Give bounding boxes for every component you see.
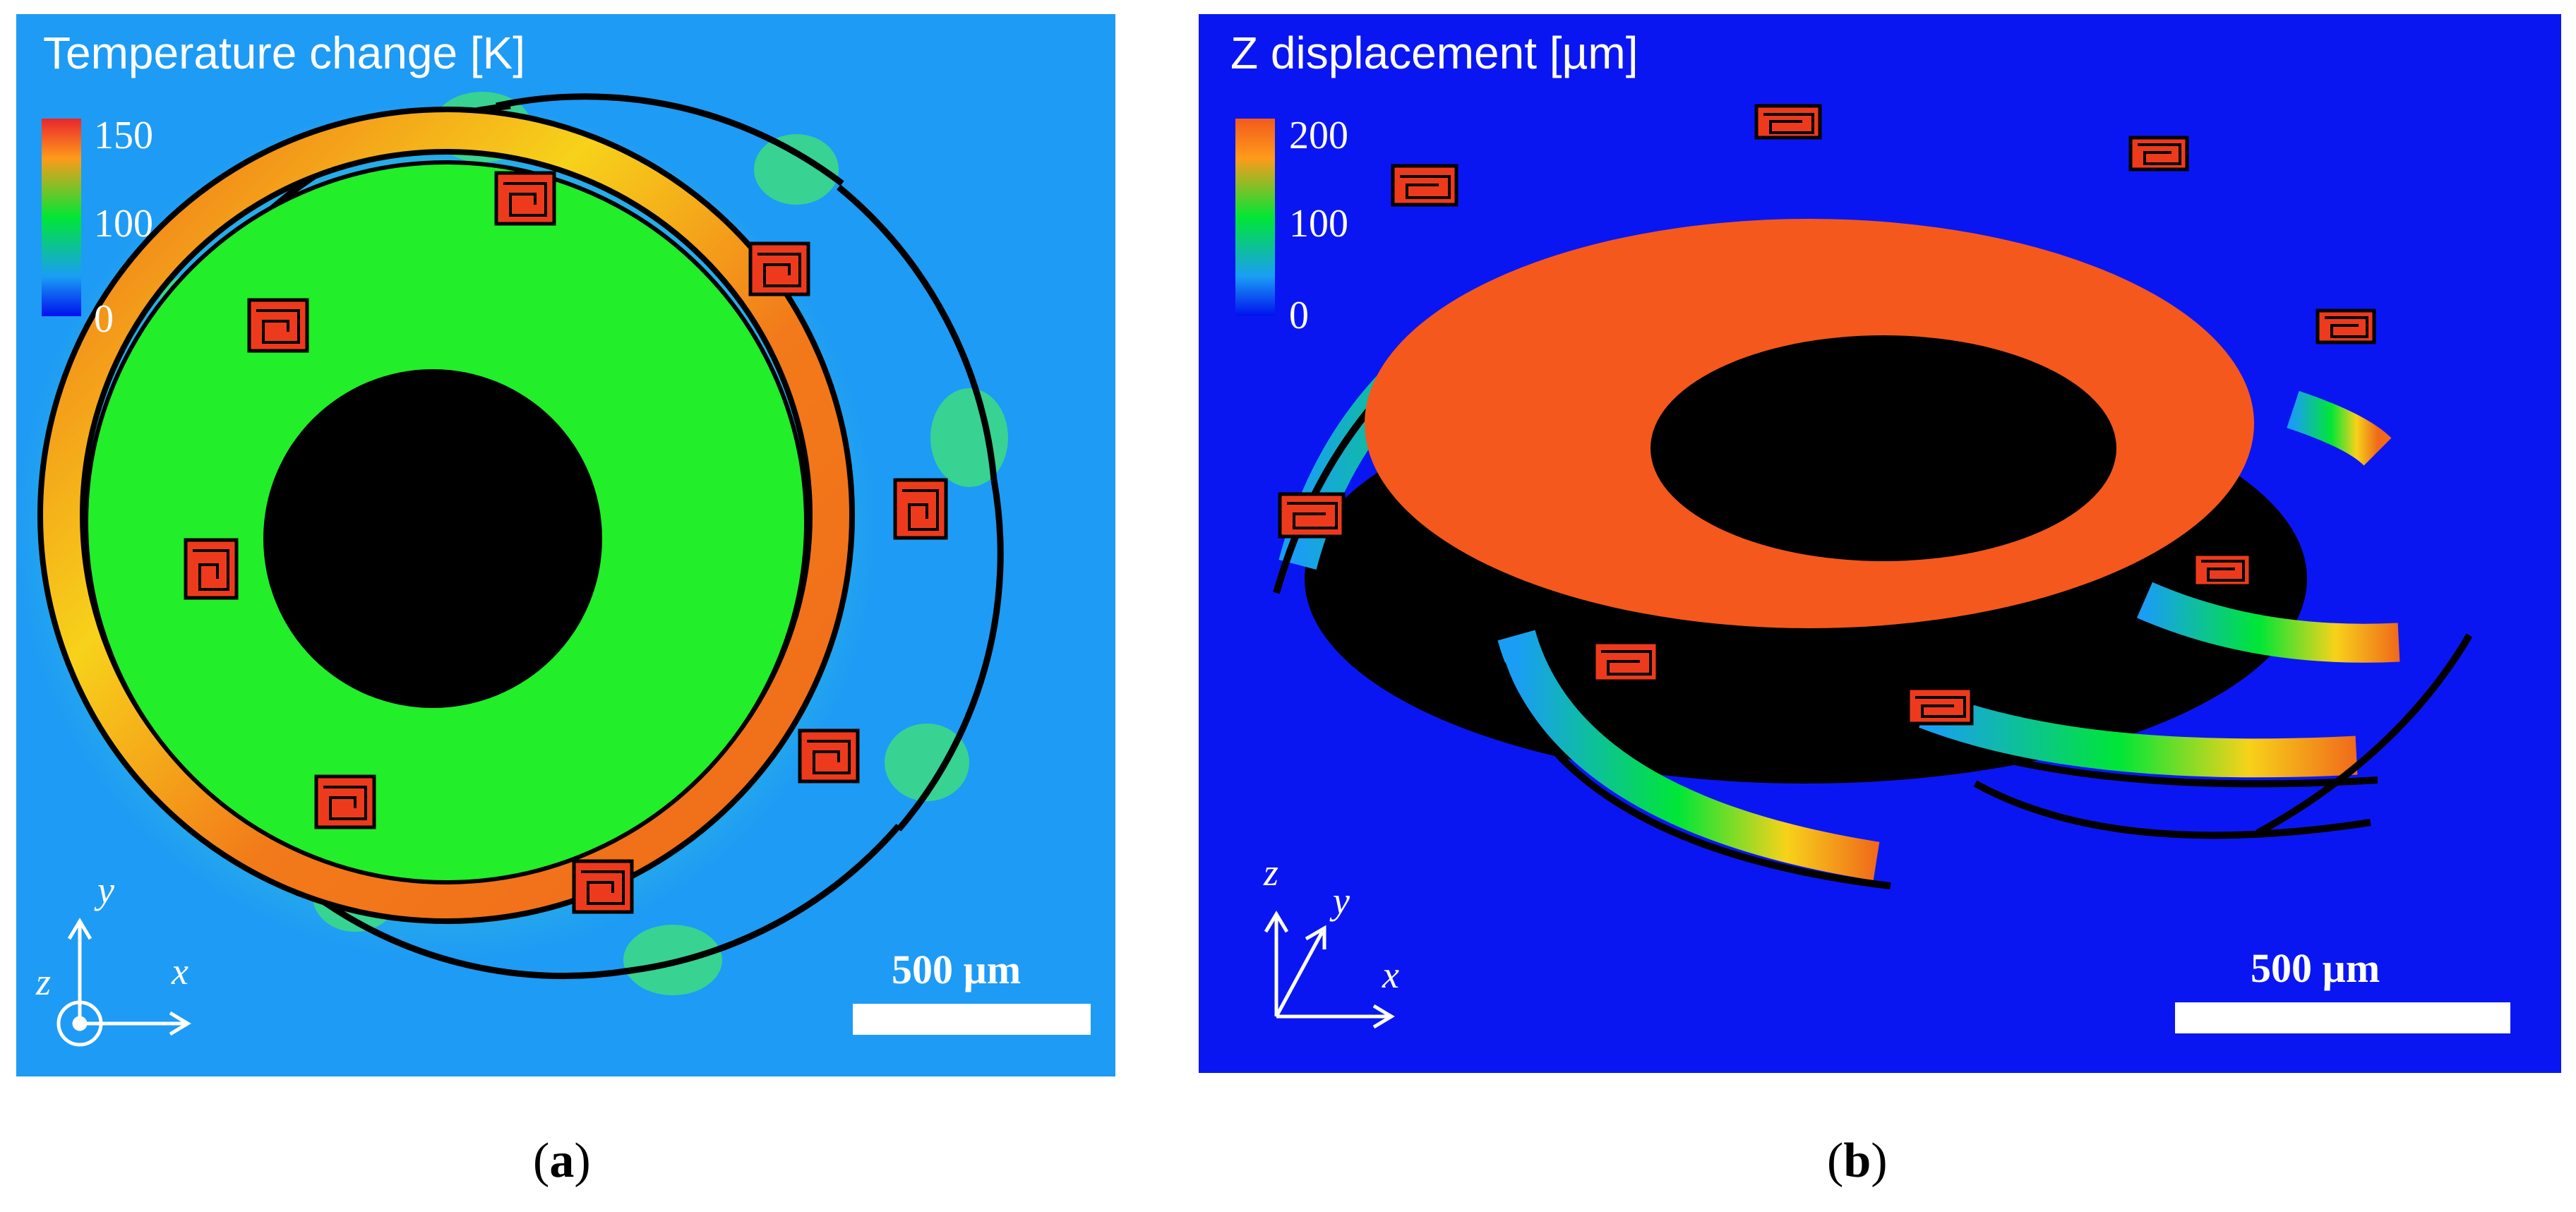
axis-label-y: y (1333, 880, 1350, 922)
heater-meander-lines (1287, 113, 2368, 718)
displacement-plot (1264, 104, 2473, 1029)
scale-bar (853, 1004, 1091, 1035)
axis-label-y: y (97, 869, 114, 911)
scale-bar-label: 500 µm (892, 947, 1022, 992)
caption-a: (a) (533, 1134, 591, 1188)
scale-bar (2175, 1002, 2510, 1033)
axis-label-z: z (1264, 851, 1279, 894)
colorbar-label-min: 0 (94, 297, 114, 341)
panel-a-title: Temperature change [K] (43, 28, 526, 78)
central-hole (263, 369, 602, 708)
central-hole (1651, 335, 2116, 561)
panel-a-temperature-map: Temperature change [K] 150 100 0 y x z 5… (16, 14, 1115, 1076)
panel-a-colorbar (42, 119, 81, 316)
axis-label-x: x (172, 950, 188, 992)
colorbar-label-mid: 100 (94, 202, 153, 246)
axis-label-z: z (36, 961, 52, 1003)
axis-triad (1264, 911, 1395, 1029)
panel-b-title: Z displacement [µm] (1230, 28, 1639, 78)
caption-b: (b) (1827, 1134, 1888, 1188)
axis-triad (56, 918, 191, 1047)
spiral-arms (41, 110, 851, 920)
panel-b-colorbar (1235, 119, 1275, 316)
panel-b-displacement-map: Z displacement [µm] 200 100 0 z y x 500 … (1199, 14, 2561, 1073)
colorbar-label-min: 0 (1289, 294, 1309, 337)
colorbar-label-max: 150 (94, 114, 153, 157)
heater-meander-lines (193, 182, 939, 905)
axis-label-x: x (1382, 954, 1399, 996)
temperature-plot (16, 92, 1008, 1047)
scale-bar-label: 500 µm (2251, 945, 2380, 991)
colorbar-label-mid: 100 (1289, 202, 1348, 246)
colorbar-label-max: 200 (1289, 114, 1348, 157)
